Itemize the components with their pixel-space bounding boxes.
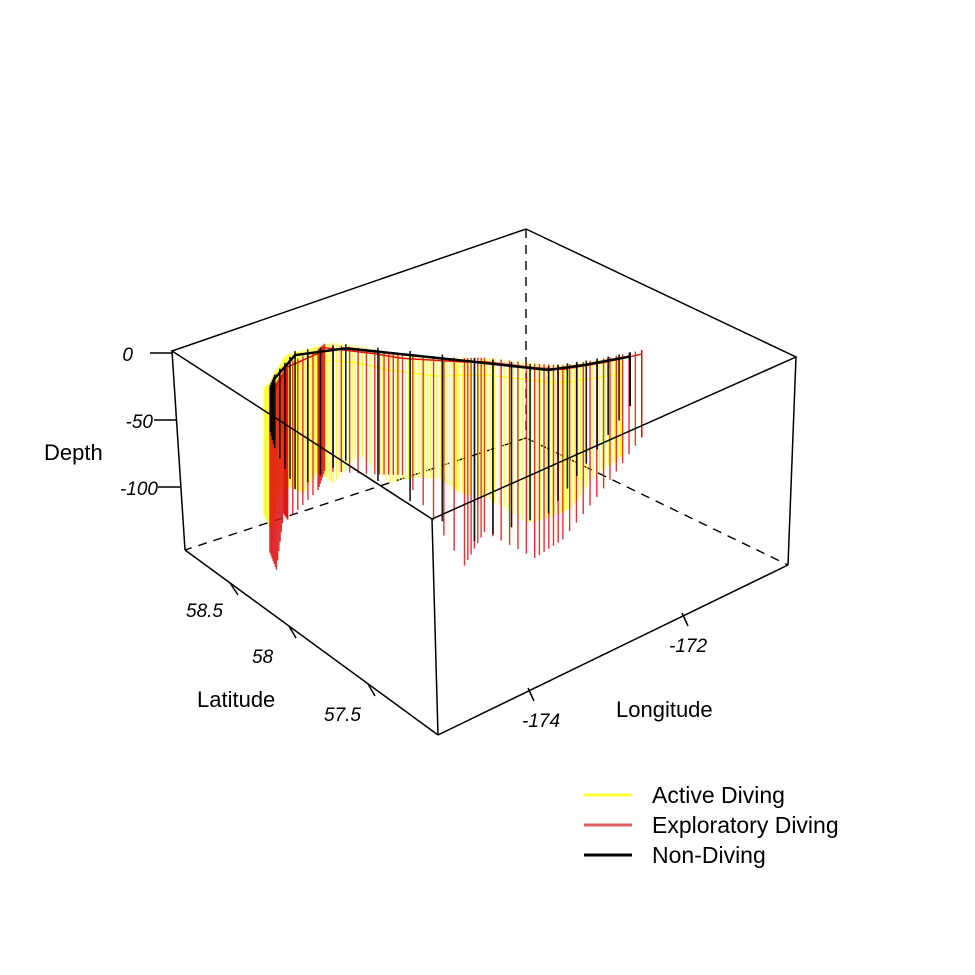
latitude-axis [229, 582, 376, 697]
series-nondiving [269, 344, 631, 542]
box-visible-edges [170, 228, 798, 736]
legend-label-exploratory-diving: Exploratory Diving [652, 812, 839, 838]
legend-label-active-diving: Active Diving [652, 782, 785, 808]
latitude-tick-58-0 [288, 625, 297, 639]
latitude-tick-58-5 [229, 582, 239, 596]
dive-traces [263, 342, 643, 570]
longitude-tick-174 [527, 687, 535, 702]
longitude-tick-label-174: -174 [522, 711, 560, 732]
depth-tick-label-100: -100 [120, 479, 158, 500]
latitude-tick-label-57-5: 57.5 [324, 705, 361, 726]
depth-axis [150, 352, 180, 488]
legend-label-non-diving: Non-Diving [652, 842, 766, 868]
box-edge-bottom-left [184, 549, 439, 736]
box-edge-hidden-right [525, 437, 789, 566]
longitude-tick-label-172: -172 [669, 636, 707, 657]
box-edge-left-vertical [171, 350, 186, 551]
latitude-tick-label-58-5: 58.5 [186, 601, 223, 622]
legend: Active Diving Exploratory Diving Non-Div… [584, 782, 839, 868]
depth-tick-label-0: 0 [122, 345, 133, 366]
depth-tick-label-50: -50 [126, 412, 154, 433]
latitude-axis-title: Latitude [197, 687, 275, 712]
box-edge-bottom-right [437, 564, 789, 736]
depth-axis-title: Depth [44, 440, 103, 465]
longitude-axis-title: Longitude [616, 697, 713, 722]
longitude-tick-172 [681, 612, 689, 627]
latitude-tick-label-58-0: 58 [252, 647, 274, 668]
box-edge-front-vertical [431, 518, 439, 736]
box-edge-hidden-left [184, 437, 527, 551]
latitude-tick-57-5 [367, 683, 376, 697]
box-edge-right-vertical [787, 356, 797, 566]
longitude-axis [527, 612, 689, 702]
